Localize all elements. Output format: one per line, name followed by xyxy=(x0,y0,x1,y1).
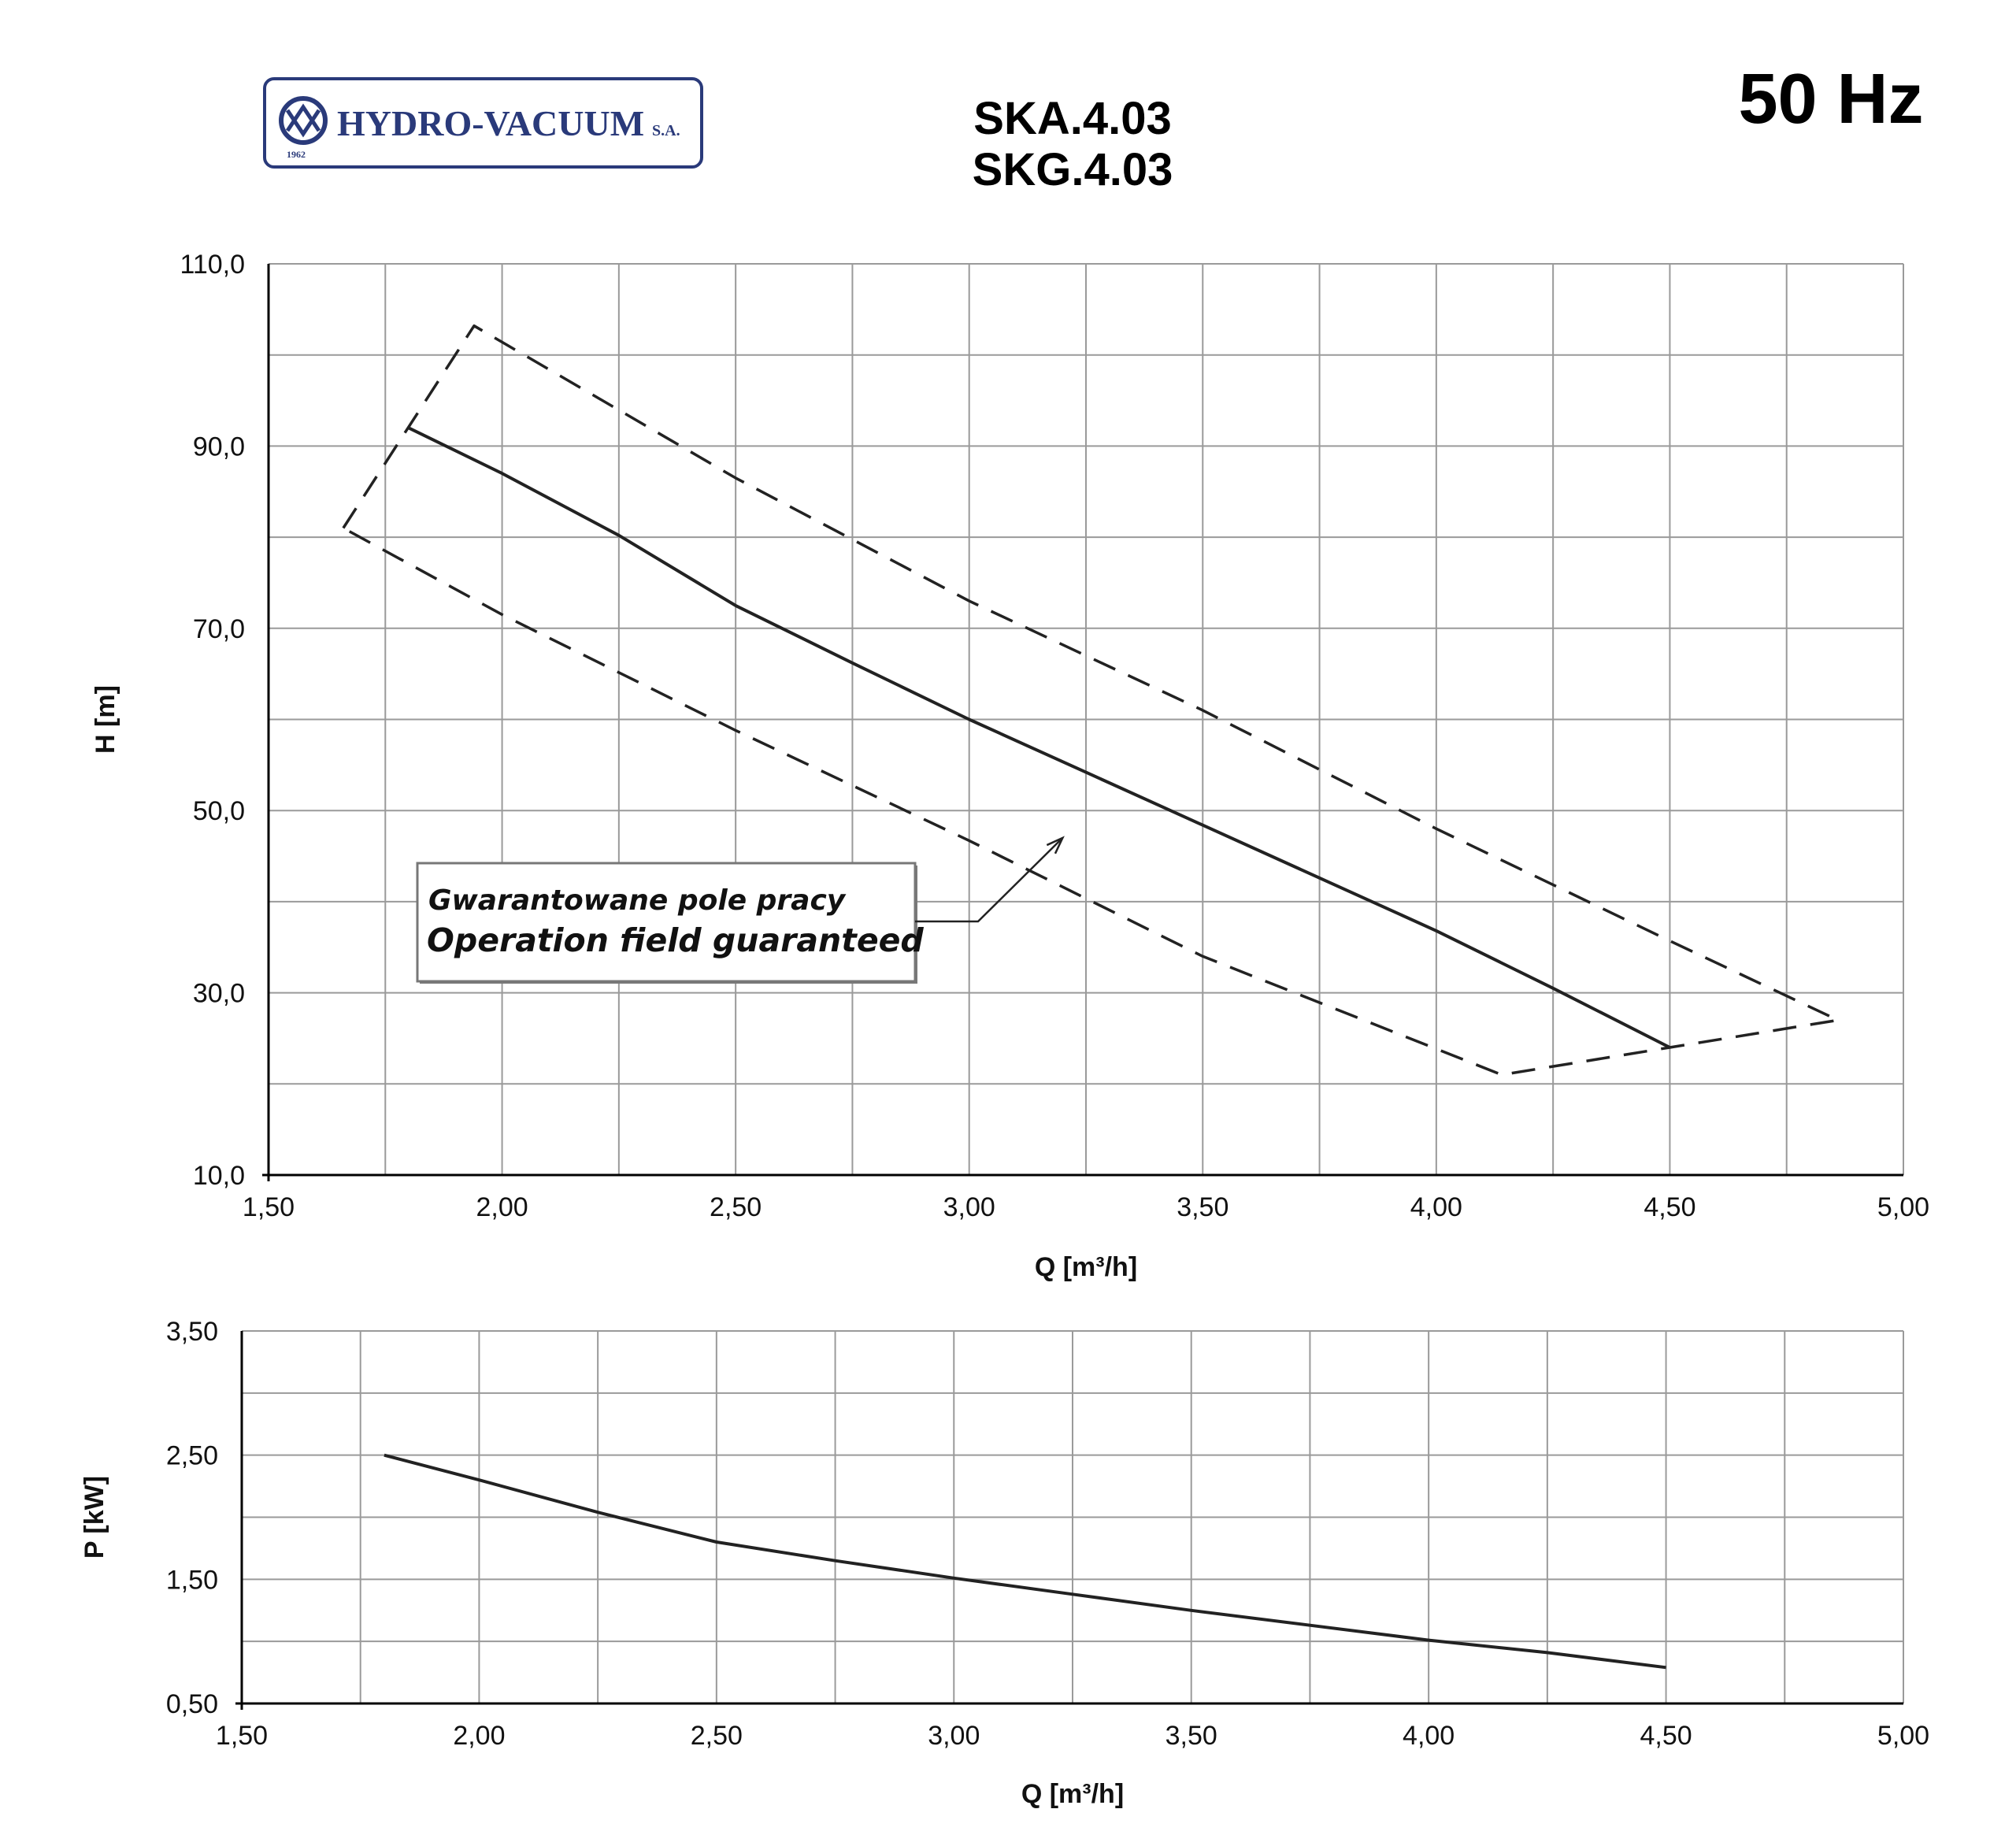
annotation-line-2: Operation field guaranteed xyxy=(427,921,924,959)
logo-frame xyxy=(263,77,703,169)
logo-year: 1962 xyxy=(287,149,306,160)
y-axis-label: P [kW] xyxy=(80,1476,109,1559)
y-tick-label: 30,0 xyxy=(193,979,245,1009)
y-tick-label: 50,0 xyxy=(193,796,245,826)
y-tick-label: 1,50 xyxy=(166,1565,218,1595)
chart-p: 1,50 2,00 2,50 3,00 3,50 4,00 4,50 5,000,501,50… xyxy=(80,1317,1929,1809)
series-line xyxy=(384,1453,1666,1670)
x-tick-label: 1,50 xyxy=(216,1721,268,1751)
y-tick-label: 10,0 xyxy=(193,1161,245,1191)
x-tick-label: 1,50 xyxy=(243,1192,295,1222)
series-line xyxy=(408,426,1671,1049)
x-tick-label: 4,00 xyxy=(1403,1721,1455,1751)
x-tick-label: 2,50 xyxy=(710,1192,762,1222)
logo-suffix: S.A. xyxy=(652,122,680,139)
x-axis-label: Q [m³/h] xyxy=(1035,1252,1137,1282)
y-tick-label: 70,0 xyxy=(193,614,245,644)
x-tick-label: 2,00 xyxy=(453,1721,505,1751)
x-tick-label: 2,00 xyxy=(476,1192,528,1222)
x-tick-label: 4,50 xyxy=(1644,1192,1695,1222)
arrow-head-icon xyxy=(1046,836,1065,854)
x-tick-label: 5,00 xyxy=(1877,1721,1929,1751)
annotation-leader-line xyxy=(915,837,1064,923)
x-tick-label: 3,50 xyxy=(1166,1721,1217,1751)
y-tick-label: 110,0 xyxy=(180,250,245,280)
x-tick-label: 4,00 xyxy=(1410,1192,1462,1222)
chart-h: 1,50 2,00 2,50 3,00 3,50 4,00 4,50 5,00 10,0 30,0… xyxy=(91,250,1929,1282)
logo-emblem-icon xyxy=(279,96,328,145)
x-axis-label: Q [m³/h] xyxy=(1021,1779,1124,1809)
annotation-callout: Gwarantowane pole pracy Operation field g… xyxy=(416,836,1065,984)
x-tick-label: 4,50 xyxy=(1640,1721,1692,1751)
y-tick-label: 2,50 xyxy=(166,1441,218,1471)
y-tick-label: 90,0 xyxy=(193,432,245,462)
x-tick-label: 2,50 xyxy=(691,1721,743,1751)
y-axis-label: H [m] xyxy=(91,685,120,754)
x-tick-label: 3,00 xyxy=(928,1721,980,1751)
y-tick-label: 3,50 xyxy=(166,1317,218,1347)
frequency-label: 50 Hz xyxy=(1738,60,1923,139)
x-tick-label: 3,50 xyxy=(1177,1192,1228,1222)
model-line-1: SKA.4.03 xyxy=(973,93,1171,144)
annotation-line-1: Gwarantowane pole pracy xyxy=(428,884,847,917)
logo: HYDRO-VACUUM S.A. 1962 xyxy=(263,77,703,169)
model-line-2: SKG.4.03 xyxy=(973,144,1173,195)
logo-text: HYDRO-VACUUM xyxy=(337,103,644,143)
y-tick-label: 0,50 xyxy=(166,1689,218,1719)
annotation-box xyxy=(416,862,917,983)
x-tick-label: 5,00 xyxy=(1877,1192,1929,1222)
x-tick-label: 3,00 xyxy=(943,1192,995,1222)
